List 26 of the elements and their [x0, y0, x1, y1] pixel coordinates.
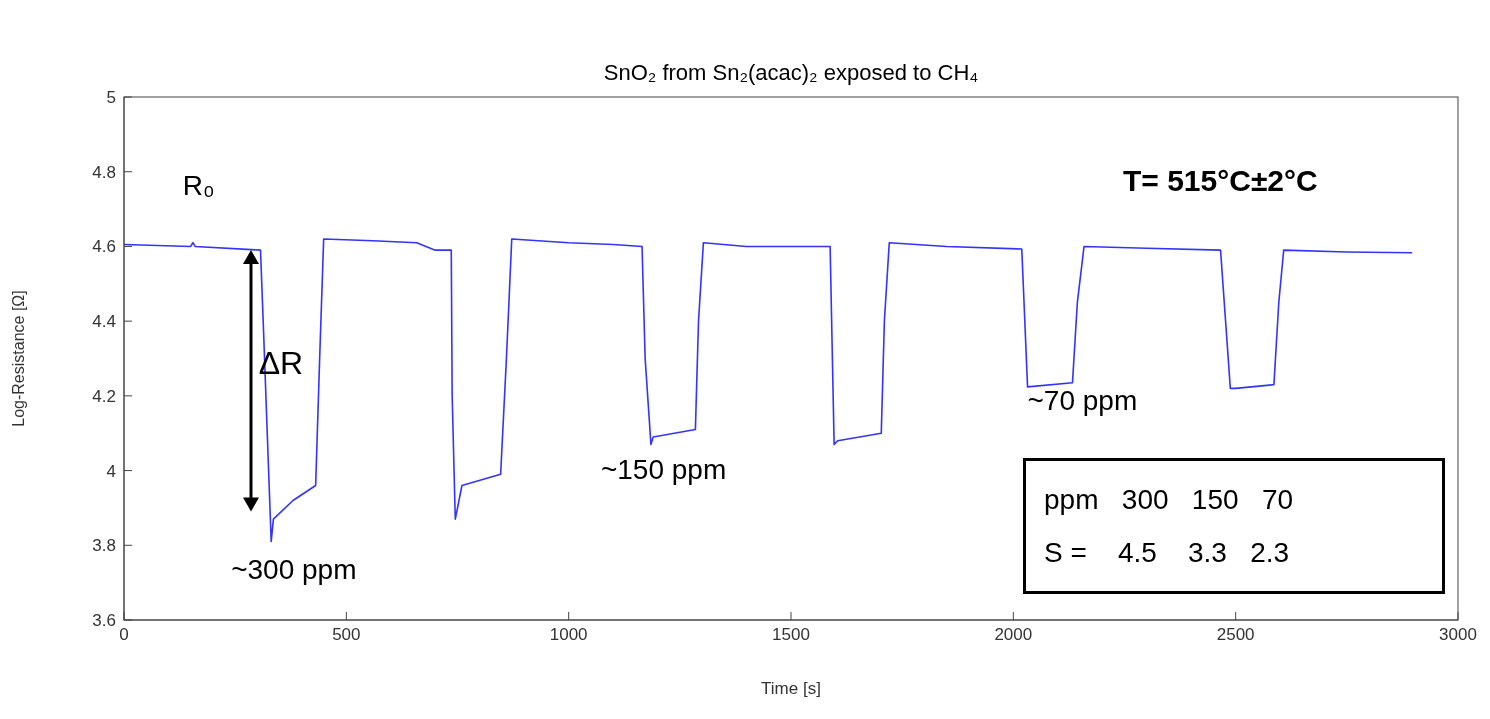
x-tick-label: 3000 [1439, 625, 1477, 645]
annotation: R₀ [182, 169, 215, 201]
y-tick-label: 4.4 [92, 312, 116, 332]
annotation: ~70 ppm [1027, 384, 1138, 416]
x-tick-label: 0 [119, 625, 129, 645]
y-tick-label: 3.6 [92, 611, 116, 631]
annotation: ~150 ppm [600, 454, 727, 486]
annotation: ppm 300 150 70 [1044, 483, 1295, 517]
line-series [124, 238, 1413, 543]
x-tick-label: 1000 [549, 625, 588, 645]
y-tick-label: 5 [106, 88, 116, 108]
chart-title: SnO₂ from Sn₂(acac)₂ exposed to CH₄ [602, 60, 980, 86]
x-tick-label: 2000 [994, 625, 1033, 645]
y-tick-label: 4.2 [92, 386, 116, 406]
y-tick-label: 4 [106, 461, 116, 481]
x-tick-label: 2500 [1216, 625, 1255, 645]
y-tick-label: 3.8 [92, 536, 116, 556]
annotation: T= 515°C±2°C [1123, 164, 1318, 198]
annotation: S = 4.5 3.3 2.3 [1044, 536, 1291, 571]
y-tick-label: 4.6 [92, 237, 116, 257]
annotation: ~300 ppm [231, 553, 357, 585]
x-axis-title: Time [s] [761, 679, 821, 698]
y-tick-label: 4.8 [92, 162, 116, 182]
x-tick-label: 500 [332, 625, 361, 645]
x-tick-label: 1500 [772, 625, 810, 645]
y-axis-title: Log-Resistance [Ω] [9, 290, 27, 427]
